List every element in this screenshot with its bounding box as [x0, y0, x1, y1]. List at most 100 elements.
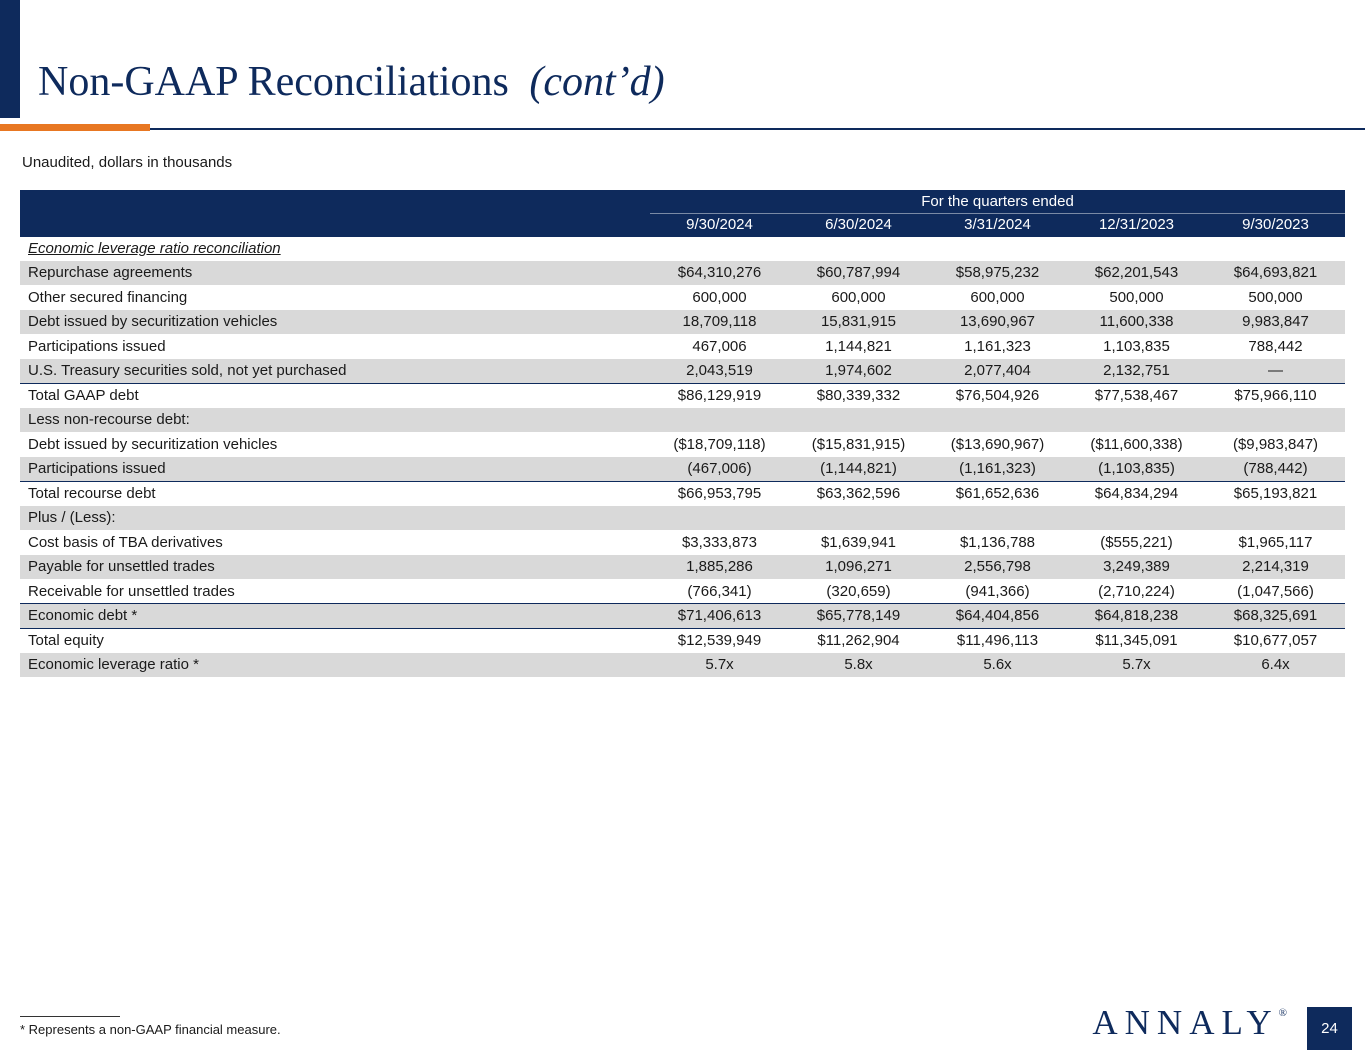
table-subtitle: Unaudited, dollars in thousands	[22, 154, 233, 171]
row-label: Debt issued by securitization vehicles	[20, 309, 650, 334]
cell-value: $64,834,294	[1067, 480, 1206, 506]
cell-value: $64,818,238	[1067, 603, 1206, 628]
title-rule-line	[0, 128, 1365, 130]
cell-value	[928, 236, 1067, 261]
table-row: Other secured financing 600,000 600,000 600…	[20, 285, 1345, 310]
row-label: Total equity	[20, 627, 650, 653]
row-label: Economic leverage ratio reconciliation	[28, 240, 281, 258]
row-label: Total GAAP debt	[20, 382, 650, 408]
cell-value	[789, 407, 928, 432]
cell-value: 600,000	[970, 288, 1025, 306]
cell-value	[789, 505, 928, 530]
cell-value	[1067, 407, 1206, 432]
cell-value: 1,161,323	[964, 337, 1031, 355]
cell-value: 2,556,798	[928, 554, 1067, 579]
cell-value: ($555,221)	[1100, 533, 1173, 551]
column-header: 3/31/2024	[928, 213, 1067, 237]
cell-value	[1206, 505, 1346, 530]
cell-value	[650, 407, 789, 432]
cell-value: 11,600,338	[1067, 309, 1206, 334]
row-label: U.S. Treasury securities sold, not yet p…	[20, 358, 650, 383]
table-row: Debt issued by securitization vehicles ($…	[20, 432, 1345, 457]
cell-value: $63,362,596	[789, 480, 928, 506]
cell-value: 9,983,847	[1206, 309, 1346, 334]
row-label: Repurchase agreements	[20, 260, 650, 285]
row-label: Payable for unsettled trades	[20, 554, 650, 579]
group-header-row: For the quarters ended	[20, 190, 1346, 214]
page-title-suffix: (cont’d)	[529, 59, 665, 105]
registered-mark: ®	[1278, 1007, 1287, 1019]
cell-value: 1,885,286	[650, 554, 789, 579]
cell-value: 5.8x	[789, 652, 928, 677]
cell-value: $1,639,941	[820, 533, 897, 551]
table-row: Economic debt * $71,406,613 $65,778,149 $64…	[20, 603, 1346, 628]
column-header: 6/30/2024	[789, 213, 928, 237]
table-row: Economic leverage ratio reconciliation	[20, 236, 1345, 261]
table-row: Economic leverage ratio * 5.7x 5.8x 5.6x 5.7…	[20, 652, 1346, 677]
cell-value: 5.7x	[650, 652, 789, 677]
cell-value: $75,966,110	[1206, 382, 1346, 408]
cell-value: $1,136,788	[959, 533, 1036, 551]
row-label: Participations issued	[28, 337, 166, 355]
table-row: Participations issued 467,006 1,144,821 1,1…	[20, 334, 1345, 359]
column-header: 12/31/2023	[1067, 213, 1206, 237]
cell-value: 1,096,271	[789, 554, 928, 579]
cell-value: (1,047,566)	[1237, 582, 1314, 600]
cell-value	[1206, 407, 1346, 432]
cell-value: (766,341)	[687, 582, 752, 600]
annaly-logo: ANNALY®	[1092, 1003, 1287, 1043]
cell-value: 1,144,821	[825, 337, 892, 355]
cell-value: 15,831,915	[789, 309, 928, 334]
row-label: Receivable for unsettled trades	[28, 582, 235, 600]
reconciliation-table: For the quarters ended 9/30/2024 6/30/202…	[20, 190, 1346, 677]
cell-value	[650, 505, 789, 530]
table-row: Total equity $12,539,949 $11,262,904 $11,49…	[20, 627, 1346, 653]
cell-value: $1,965,117	[1238, 533, 1313, 551]
row-label: Cost basis of TBA derivatives	[28, 533, 223, 551]
cell-value	[789, 236, 928, 261]
cell-value	[1067, 505, 1206, 530]
cell-value: (320,659)	[826, 582, 891, 600]
cell-value: $58,975,232	[928, 260, 1067, 285]
cell-value: $64,404,856	[928, 603, 1067, 628]
table-row: Plus / (Less):	[20, 505, 1346, 530]
cell-value: 13,690,967	[928, 309, 1067, 334]
cell-value: $3,333,873	[681, 533, 758, 551]
title-accent-bar	[0, 124, 150, 131]
row-label: Other secured financing	[28, 288, 188, 306]
cell-value: 2,214,319	[1206, 554, 1346, 579]
cell-value: 600,000	[831, 288, 886, 306]
row-label: Participations issued	[20, 456, 650, 481]
row-label: Economic debt *	[20, 603, 650, 628]
cell-value: 18,709,118	[650, 309, 789, 334]
column-header: 9/30/2023	[1206, 213, 1346, 237]
table-row: Total recourse debt $66,953,795 $63,362,59…	[20, 480, 1346, 506]
column-header-row: 9/30/2024 6/30/2024 3/31/2024 12/31/2023 9/3…	[20, 213, 1346, 237]
cell-value: $76,504,926	[928, 382, 1067, 408]
cell-value: ($13,690,967)	[950, 435, 1045, 453]
cell-value: $64,693,821	[1206, 260, 1346, 285]
cell-value: $71,406,613	[650, 603, 789, 628]
cell-value: (1,161,323)	[928, 456, 1067, 481]
cell-value: (467,006)	[650, 456, 789, 481]
cell-value: 5.7x	[1067, 652, 1206, 677]
cell-value: 3,249,389	[1067, 554, 1206, 579]
table-row: U.S. Treasury securities sold, not yet p…	[20, 358, 1346, 383]
cell-value: 788,442	[1248, 337, 1303, 355]
cell-value: ($18,709,118)	[673, 435, 766, 453]
table-row: Participations issued (467,006) (1,144,821…	[20, 456, 1346, 481]
row-label: Less non-recourse debt:	[20, 407, 650, 432]
header-blank-cell	[20, 213, 650, 237]
table-row: Cost basis of TBA derivatives $3,333,873 $…	[20, 530, 1345, 555]
page-title-text: Non-GAAP Reconciliations	[38, 59, 509, 105]
cell-value: 500,000	[1248, 288, 1303, 306]
cell-value: $77,538,467	[1067, 382, 1206, 408]
table-row: Receivable for unsettled trades (766,341)…	[20, 579, 1345, 604]
cell-value: $10,677,057	[1206, 627, 1346, 653]
cell-value: 2,043,519	[650, 358, 789, 383]
row-label: Total recourse debt	[20, 480, 650, 506]
cell-value: $86,129,919	[650, 382, 789, 408]
quarters-group-header: For the quarters ended	[650, 190, 1346, 214]
cell-value	[1206, 236, 1345, 261]
